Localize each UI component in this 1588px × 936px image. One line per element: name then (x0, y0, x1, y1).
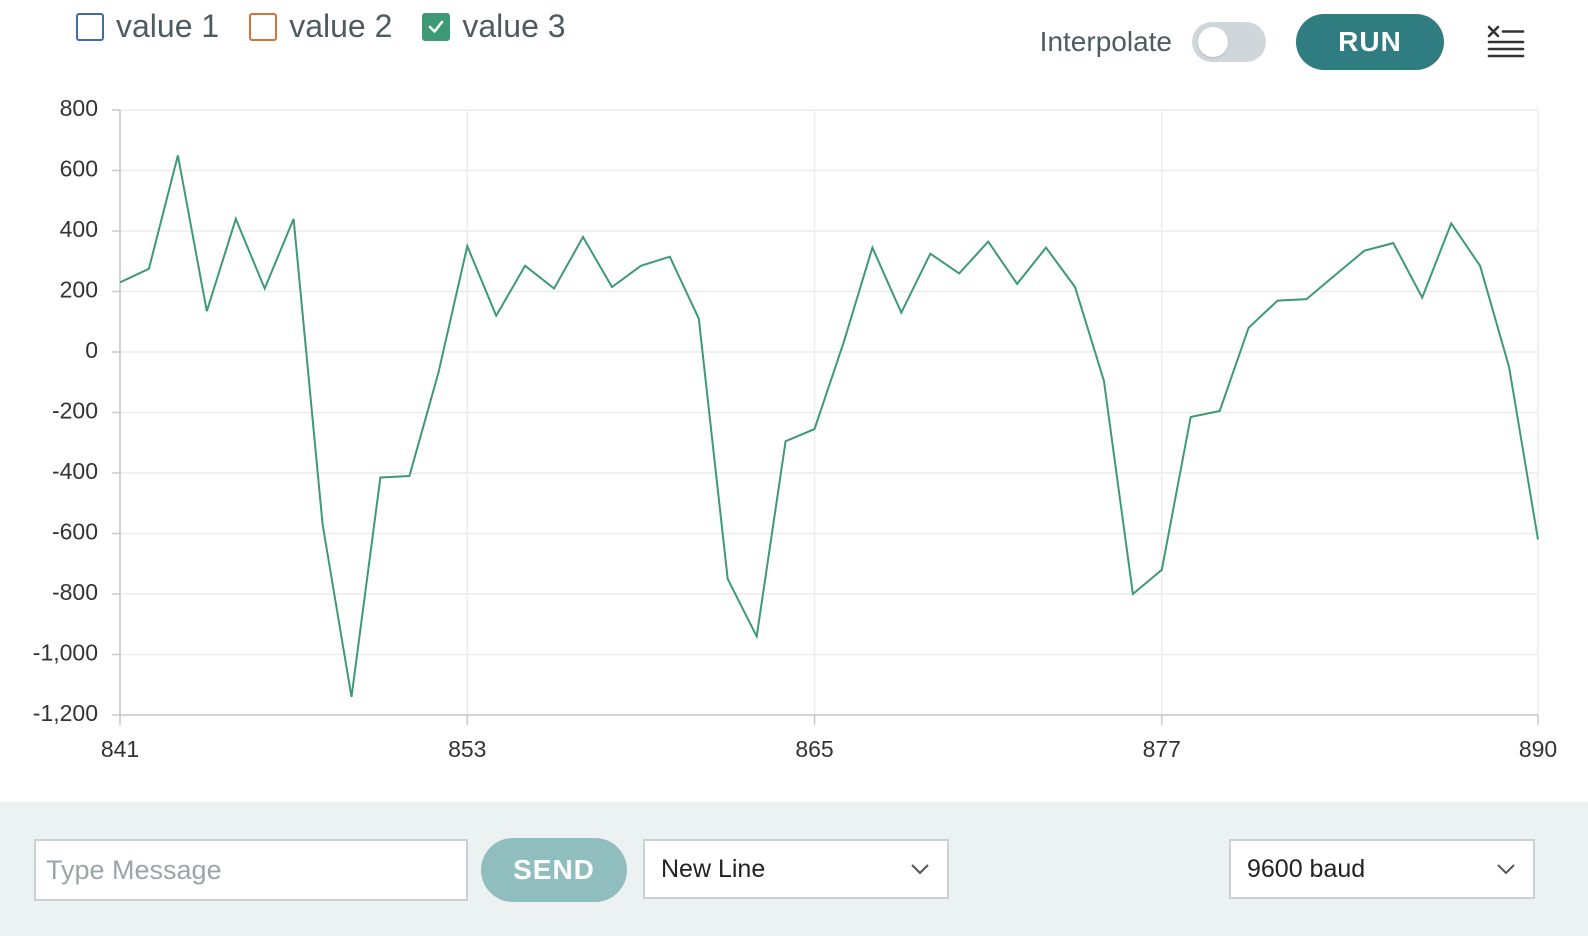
x-axis-ticks: 841 853 865 877 890 (101, 736, 1557, 762)
checkbox-value-2[interactable] (249, 12, 278, 41)
y-tick-label: -1,200 (33, 700, 98, 726)
chevron-down-icon (1497, 864, 1515, 875)
legend-label-value-2: value 2 (289, 8, 393, 44)
legend-label-value-3: value 3 (462, 8, 566, 44)
message-bar: SEND New Line 9600 baud (0, 802, 1588, 936)
x-tick-label: 853 (448, 736, 486, 762)
chevron-down-icon (911, 864, 929, 875)
x-tick-label: 865 (795, 736, 833, 762)
message-input[interactable] (34, 839, 468, 901)
y-tick-label: 0 (85, 337, 98, 363)
plot-controls: Interpolate RUN (1040, 14, 1526, 70)
y-tick-label: 800 (60, 95, 98, 121)
line-ending-value: New Line (661, 854, 766, 883)
y-tick-label: 200 (60, 277, 98, 303)
toggle-knob (1198, 27, 1228, 57)
chart-series (119, 155, 1539, 698)
y-tick-label: -400 (52, 458, 98, 484)
run-button[interactable]: RUN (1296, 14, 1444, 70)
x-tick-label: 877 (1143, 736, 1181, 762)
y-tick-label: -200 (52, 398, 98, 424)
interpolate-toggle[interactable] (1192, 22, 1266, 62)
legend-item-value-3[interactable]: value 3 (422, 8, 566, 45)
plot-chart: 800 600 400 200 0 -200 -400 -600 -800 -1,000 -1,20… (33, 95, 1557, 762)
chart-grid (119, 109, 1539, 716)
y-axis-ticks: 800 600 400 200 0 -200 -400 -600 -800 -1,000 -1,20… (33, 95, 98, 726)
interpolate-label: Interpolate (1039, 26, 1172, 57)
checkbox-value-1[interactable] (76, 12, 104, 41)
series-legend: value 1 value 2 value 3 (76, 8, 596, 45)
x-tick-label: 841 (101, 736, 139, 762)
line-ending-select[interactable]: New Line (643, 839, 949, 899)
checkmark-icon (429, 20, 444, 33)
series-line-value-3 (119, 155, 1539, 698)
legend-label-value-1: value 1 (116, 8, 220, 44)
y-tick-label: -800 (52, 579, 98, 605)
send-button[interactable]: SEND (481, 838, 627, 902)
y-tick-label: -1,000 (33, 640, 98, 666)
y-tick-label: 400 (60, 216, 98, 242)
checkbox-value-3[interactable] (422, 12, 451, 41)
clear-list-icon[interactable] (1486, 22, 1526, 62)
chart-axes (112, 109, 1539, 725)
baud-rate-select[interactable]: 9600 baud (1229, 839, 1535, 899)
legend-item-value-2[interactable]: value 2 (249, 8, 392, 45)
x-tick-label: 890 (1519, 736, 1557, 762)
legend-item-value-1[interactable]: value 1 (76, 8, 219, 45)
y-tick-label: 600 (60, 156, 98, 182)
baud-rate-value: 9600 baud (1247, 854, 1366, 883)
y-tick-label: -600 (52, 519, 98, 545)
